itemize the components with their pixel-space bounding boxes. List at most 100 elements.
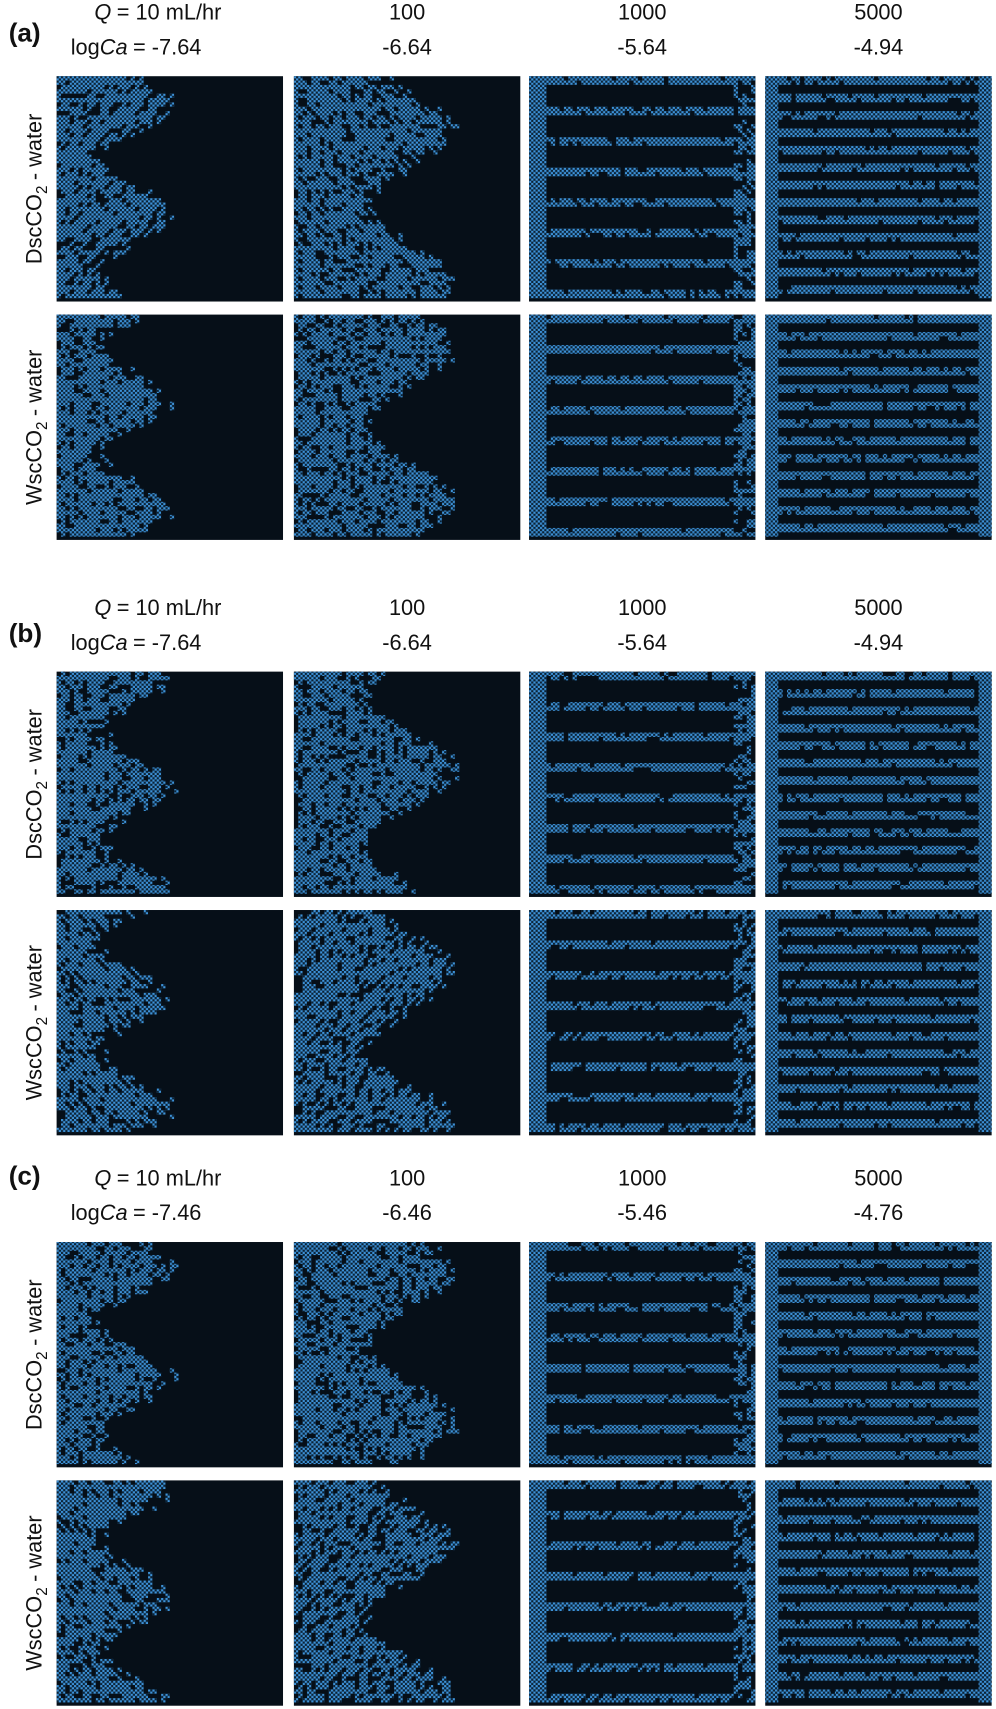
fluid-region	[57, 224, 87, 228]
fluid-region	[70, 1672, 74, 1676]
fluid-region	[377, 89, 386, 93]
fluid-region	[529, 1325, 546, 1329]
fluid-region	[364, 1381, 368, 1385]
fluid-region	[70, 323, 114, 327]
fluid-region	[390, 319, 394, 323]
fluid-region	[966, 967, 992, 971]
fluid-region	[642, 467, 668, 471]
fluid-region	[573, 945, 625, 949]
fluid-region	[738, 711, 751, 715]
fluid-region	[529, 1390, 546, 1394]
fluid-region	[765, 720, 778, 724]
fluid-region	[738, 754, 747, 758]
row-label: DscCO2- water	[21, 114, 50, 265]
fluid-region	[660, 1067, 686, 1071]
fluid-region	[966, 850, 992, 854]
fluid-region	[629, 706, 642, 710]
fluid-region	[813, 815, 917, 819]
fluid-region	[355, 811, 390, 815]
fluid-region	[298, 927, 311, 931]
fluid-region	[139, 1698, 156, 1702]
fluid-region	[70, 1407, 105, 1411]
fluid-region	[742, 855, 751, 859]
fluid-region	[298, 450, 315, 454]
fluid-region	[835, 1032, 844, 1036]
fluid-region	[61, 471, 65, 475]
fluid-region	[957, 1246, 992, 1250]
fluid-region	[796, 1032, 809, 1036]
fluid-region	[655, 1093, 690, 1097]
fluid-region	[870, 1106, 944, 1110]
fluid-region	[844, 798, 883, 802]
fluid-region	[368, 1533, 377, 1537]
fluid-region	[135, 1290, 148, 1294]
fluid-region	[351, 1316, 381, 1320]
fluid-region	[113, 1447, 117, 1451]
fluid-region	[734, 250, 738, 254]
fluid-region	[377, 115, 386, 119]
fluid-region	[83, 1585, 122, 1589]
fluid-region	[346, 1075, 359, 1079]
fluid-region	[372, 242, 398, 246]
fluid-region	[139, 1093, 152, 1097]
fluid-region	[865, 759, 878, 763]
fluid-region	[813, 1032, 830, 1036]
fluid-region	[747, 720, 756, 724]
fluid-region	[91, 1642, 100, 1646]
panel-label: (b)	[9, 618, 42, 648]
fluid-region	[342, 467, 351, 471]
fluid-region	[320, 493, 324, 497]
fluid-region	[529, 1028, 546, 1032]
fluid-region	[979, 919, 992, 923]
fluid-region	[734, 833, 738, 837]
fluid-region	[355, 954, 368, 958]
fluid-region	[734, 881, 743, 885]
fluid-region	[394, 1128, 398, 1132]
fluid-region	[791, 1015, 839, 1019]
fluid-region	[390, 111, 425, 115]
fluid-region	[294, 415, 298, 419]
fluid-region	[529, 1080, 546, 1084]
fluid-region	[109, 1620, 118, 1624]
fluid-region	[294, 389, 303, 393]
fluid-region	[346, 1045, 355, 1049]
fluid-region	[765, 868, 782, 872]
fluid-region	[573, 828, 586, 832]
fluid-region	[78, 493, 143, 497]
fluid-region	[765, 128, 813, 132]
fluid-region	[294, 502, 298, 506]
fluid-region	[126, 1351, 135, 1355]
fluid-region	[979, 397, 992, 401]
fluid-region	[74, 1598, 122, 1602]
fluid-region	[298, 949, 315, 953]
fluid-region	[734, 984, 743, 988]
fluid-region	[765, 1058, 778, 1062]
fluid-region	[620, 1333, 642, 1337]
fluid-region	[131, 914, 135, 918]
fluid-region	[144, 1394, 153, 1398]
fluid-region	[294, 497, 298, 501]
fluid-region	[57, 1347, 118, 1351]
fluid-region	[298, 945, 311, 949]
fluid-region	[416, 737, 420, 741]
fluid-region	[529, 1347, 546, 1351]
fluid-region	[139, 868, 143, 872]
fluid-region	[329, 1347, 346, 1351]
fluid-region	[979, 415, 992, 419]
fluid-region	[765, 367, 839, 371]
fluid-region	[765, 89, 778, 93]
fluid-region	[294, 828, 329, 832]
fluid-region	[298, 354, 311, 358]
fluid-region	[316, 1550, 320, 1554]
fluid-region	[144, 1615, 148, 1619]
fluid-region	[394, 354, 398, 358]
fluid-region	[529, 958, 546, 962]
fluid-region	[765, 328, 778, 332]
fluid-region	[70, 1286, 83, 1290]
fluid-region	[337, 1023, 346, 1027]
fluid-region	[131, 767, 140, 771]
fluid-region	[734, 1023, 738, 1027]
fluid-region	[625, 202, 634, 206]
fluid-region	[303, 988, 360, 992]
fluid-region	[642, 1307, 659, 1311]
